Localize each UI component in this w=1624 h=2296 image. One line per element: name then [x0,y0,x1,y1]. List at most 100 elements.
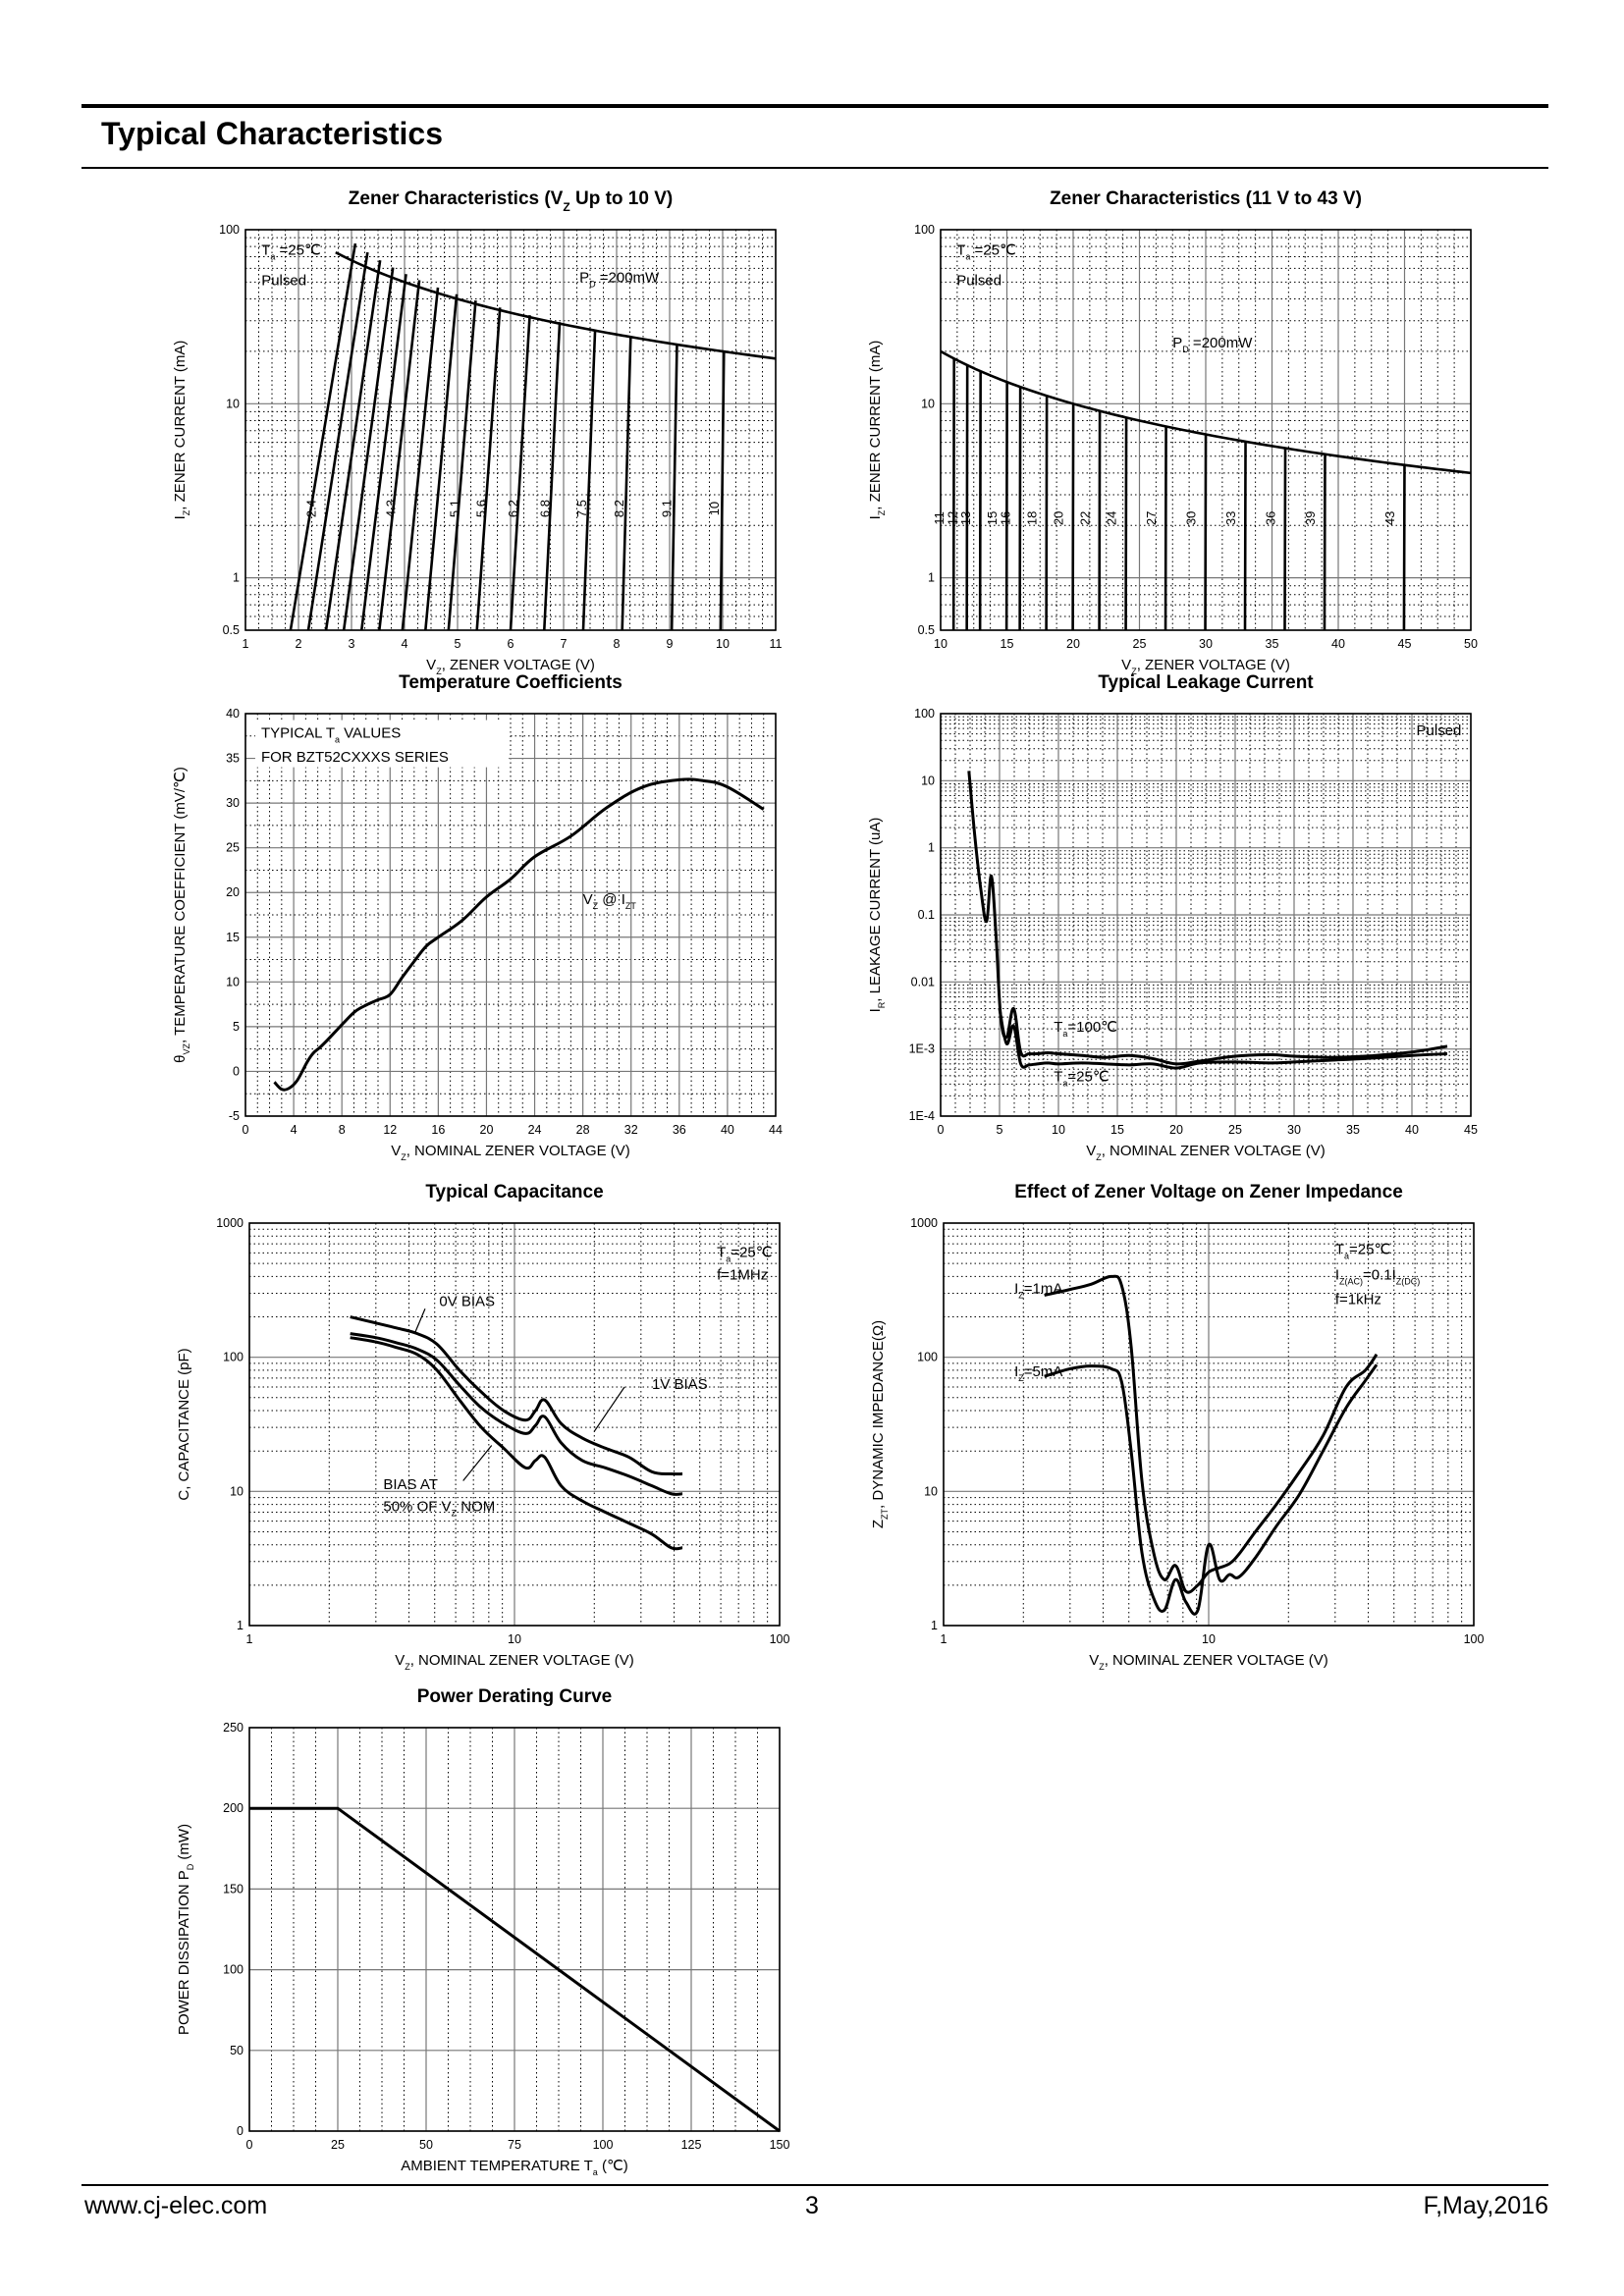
zener-curve-label: 11 [932,511,947,525]
annotation: Ta=25℃ [1054,1069,1109,1089]
zener-curve [1323,454,1326,631]
zener-curve-label: 6.2 [506,500,520,517]
x-tick-label: 25 [1133,637,1147,651]
x-axis-label: VZ, ZENER VOLTAGE (V) [1121,657,1290,676]
annotation: TYPICAL Ta VALUES [261,725,401,745]
annotation: Ta=25℃ [1335,1241,1390,1260]
zener-curve [401,287,440,631]
annotation: Pulsed [956,273,1001,290]
x-tick-label: 100 [1464,1632,1485,1646]
leader-line [462,1445,493,1481]
x-tick-label: 40 [1405,1123,1419,1137]
annotation: Ta=25℃ [717,1244,772,1263]
zener-curve [670,344,678,631]
y-tick-label: 0 [237,2124,244,2138]
x-tick-label: 150 [770,2138,790,2152]
annotation: Ta=100℃ [1054,1019,1117,1039]
zener-curve-label: 6.8 [537,500,552,517]
y-tick-label: 1 [928,571,935,585]
y-tick-label: 10 [226,975,240,988]
y-tick-label: 1000 [216,1216,244,1230]
chart-title: Typical Leakage Current [1098,672,1314,693]
y-tick-label: 200 [223,1801,244,1815]
y-tick-label: 35 [226,752,240,766]
x-tick-label: 24 [528,1123,542,1137]
y-tick-label: 100 [917,1351,938,1364]
x-tick-label: 1 [941,1632,947,1646]
x-tick-label: 36 [673,1123,686,1137]
x-tick-label: 30 [1287,1123,1301,1137]
series-line [1044,1274,1379,1594]
series-line [350,1332,683,1496]
y-tick-label: 1E-4 [909,1109,935,1123]
zener-curve-label: 22 [1078,511,1093,525]
plot-area [940,229,1472,631]
x-tick-label: 0 [246,2138,253,2152]
annotation: f=1MHz [717,1266,768,1283]
plot-frame [248,1727,781,2132]
y-tick-label: 100 [223,1351,244,1364]
x-tick-label: 20 [1169,1123,1183,1137]
zener-curve-label: 20 [1052,511,1066,525]
y-tick-label: 0 [233,1064,240,1078]
series-line [998,1008,1448,1070]
leader-lines [413,1308,625,1481]
y-tick-label: 15 [226,931,240,944]
x-tick-label: 45 [1398,637,1412,651]
y-axis-label: IR, LEAKAGE CURRENT (uA) [867,818,887,1013]
plot-frame [244,713,777,1117]
x-tick-label: 4 [291,1123,298,1137]
zener-curve [475,307,502,631]
x-tick-label: 3 [349,637,355,651]
plot-frame [244,229,777,631]
x-tick-label: 50 [419,2138,433,2152]
zener-curve-label: 5.6 [473,500,488,517]
zener-curve-label: 43 [1382,511,1397,525]
zener-curve [359,274,407,631]
y-axis-label: ZZT, DYNAMIC IMPEDANCE(Ω) [870,1320,890,1528]
plot-frame [940,713,1472,1117]
zener-curve [965,364,969,631]
plot-area [248,1222,781,1627]
zener-curve [1045,396,1049,631]
zener-curve [1243,441,1247,631]
zener-curve-label: 39 [1303,511,1318,525]
x-tick-label: 35 [1346,1123,1360,1137]
zener-curve [719,350,726,631]
x-tick-label: 35 [1266,637,1279,651]
y-tick-label: 1000 [910,1216,938,1230]
zener-curve-label: 16 [999,511,1013,525]
leader-line [413,1308,426,1334]
y-tick-label: 100 [914,707,935,721]
annotation: PD =200mW [579,269,660,289]
x-tick-label: 6 [508,637,514,651]
y-tick-label: 1 [233,571,240,585]
y-tick-label: 1 [931,1619,938,1632]
y-axis-label: IZ, ZENER CURRENT (mA) [867,341,887,520]
leader-line [593,1386,625,1432]
annotation-backdrop [254,720,509,768]
x-axis-label: VZ, ZENER VOLTAGE (V) [426,657,595,676]
series-line [1044,1363,1379,1616]
annotation: 0V BIAS [439,1294,495,1310]
x-tick-label: 8 [339,1123,346,1137]
x-tick-label: 7 [561,637,568,651]
annotation: Pulsed [1417,722,1462,739]
y-tick-label: 20 [226,885,240,899]
y-tick-label: 0.1 [918,908,935,922]
zener-curve [581,329,597,631]
zener-curve-label: 18 [1025,511,1040,525]
zener-curve [1124,417,1128,631]
chart-title: Effect of Zener Voltage on Zener Impedan… [1014,1182,1403,1202]
x-tick-label: 1 [246,1632,253,1646]
zener-curve [447,299,477,631]
x-tick-label: 28 [576,1123,590,1137]
y-tick-label: 10 [226,397,240,410]
power-limit-curve [940,349,1472,475]
x-tick-label: 20 [480,1123,494,1137]
annotation: 1V BIAS [652,1376,708,1393]
